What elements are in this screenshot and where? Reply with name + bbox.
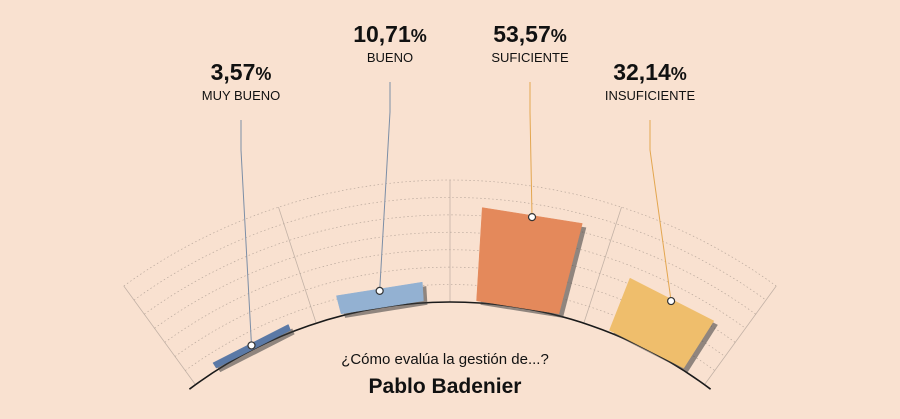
- category-label: INSUFICIENTE: [605, 88, 696, 103]
- bar-shadow: [216, 328, 295, 373]
- value-label: 32,14%: [613, 59, 687, 85]
- leader-line: [379, 82, 391, 291]
- bars-layer: [212, 207, 718, 373]
- labels-layer: 3,57% MUY BUENO 10,71% BUENO 53,57% SUFICIENT…: [202, 21, 696, 350]
- grid-radial-line: [123, 285, 196, 385]
- grid-radial-line: [583, 207, 622, 324]
- grid-arc: [123, 179, 777, 287]
- leader-line: [529, 82, 533, 218]
- grid-radial-line: [704, 285, 777, 385]
- bar-marker: [527, 212, 537, 222]
- grid-arc: [144, 214, 756, 315]
- chart-title: ¿Cómo evalúa la gestión de...?: [341, 351, 549, 368]
- value-label: 53,57%: [493, 21, 567, 47]
- grid-arc: [154, 231, 746, 329]
- category-label: MUY BUENO: [202, 88, 281, 103]
- leader-line: [240, 120, 253, 346]
- bar-marker: [375, 286, 384, 295]
- category-label: SUFICIENTE: [491, 50, 569, 65]
- bar-marker: [667, 296, 676, 306]
- bar-insuficiente: [609, 277, 715, 369]
- value-label: 10,71%: [353, 21, 427, 47]
- bar-suficiente: [476, 207, 583, 315]
- value-label: 3,57%: [211, 59, 272, 85]
- grid-arc: [164, 249, 736, 343]
- grid-radial-line: [278, 207, 317, 324]
- leader-line: [649, 120, 672, 302]
- chart-subtitle: Pablo Badenier: [369, 375, 522, 398]
- bar-marker: [247, 341, 256, 350]
- category-label: BUENO: [367, 50, 413, 65]
- bar-bueno: [336, 281, 424, 315]
